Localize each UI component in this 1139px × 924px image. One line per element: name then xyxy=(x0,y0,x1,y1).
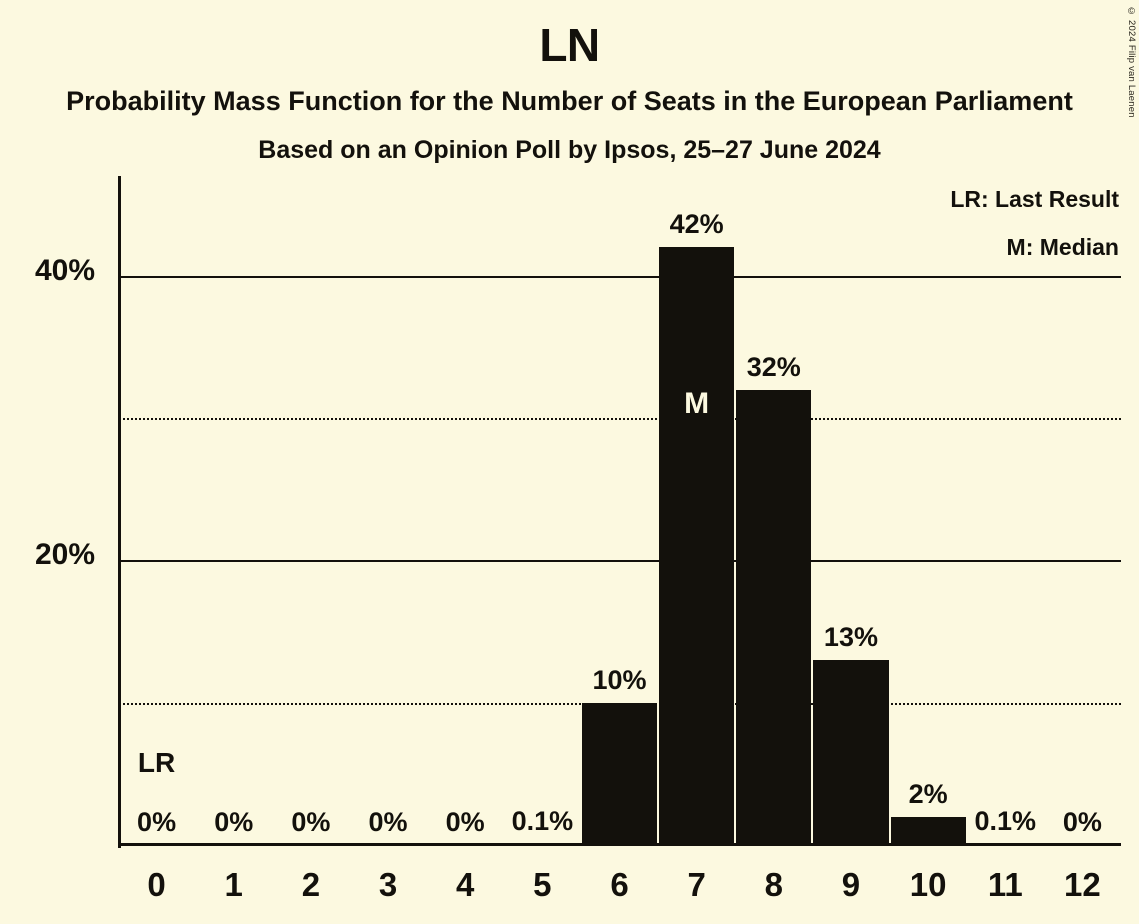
bar-value-label-3: 0% xyxy=(368,807,408,837)
legend-median: M: Median xyxy=(1006,234,1119,260)
bar-value-label-4: 0% xyxy=(445,807,485,837)
bar-seat-11 xyxy=(967,843,1043,845)
x-tick-label-5: 5 xyxy=(533,866,552,903)
bar-seat-7 xyxy=(659,247,735,845)
bar-value-label-12: 0% xyxy=(1062,807,1102,837)
bar-seat-5 xyxy=(504,843,580,845)
bar-value-label-0: 0% xyxy=(137,807,177,837)
bar-value-label-9: 13% xyxy=(823,621,878,652)
plot-area: 0% LR 0% 0% 0% 0% 0.1% 10% 42% M 32% 13% 2% 0.1% 0% xyxy=(118,176,1121,845)
gridline-30 xyxy=(118,417,1121,420)
y-tick-label-40: 40% xyxy=(34,253,95,287)
bar-value-label-10: 2% xyxy=(908,778,948,809)
page-title: LN xyxy=(539,19,600,71)
y-tick-label-20: 20% xyxy=(34,538,95,572)
bar-value-label-1: 0% xyxy=(214,807,254,837)
bar-seat-8 xyxy=(736,389,812,845)
y-axis-line xyxy=(118,176,121,848)
x-tick-label-2: 2 xyxy=(301,866,321,903)
bar-value-label-5: 0.1% xyxy=(511,805,574,836)
bar-value-label-6: 10% xyxy=(592,664,647,695)
last-result-marker: LR xyxy=(137,747,176,778)
gridline-40 xyxy=(118,275,1121,278)
x-tick-label-0: 0 xyxy=(147,866,166,903)
x-tick-label-7: 7 xyxy=(687,866,706,903)
bar-value-label-7: 42% xyxy=(669,209,724,240)
x-tick-label-9: 9 xyxy=(841,866,861,903)
x-tick-label-1: 1 xyxy=(224,866,243,903)
x-tick-label-12: 12 xyxy=(1064,866,1101,903)
chart-subtitle: Probability Mass Function for the Number… xyxy=(66,86,1073,116)
legend-last-result: LR: Last Result xyxy=(950,186,1119,212)
x-tick-label-11: 11 xyxy=(987,866,1023,903)
bar-value-label-11: 0.1% xyxy=(974,805,1037,836)
median-marker: M xyxy=(684,387,710,421)
chart-source-subtitle: Based on an Opinion Poll by Ipsos, 25–27… xyxy=(258,136,881,164)
x-tick-label-4: 4 xyxy=(456,866,475,903)
bar-seat-6 xyxy=(581,702,658,845)
x-tick-label-3: 3 xyxy=(378,866,398,903)
bar-seat-9 xyxy=(813,659,889,845)
x-tick-label-10: 10 xyxy=(909,866,947,903)
copyright-notice: © 2024 Filip van Laenen xyxy=(1126,6,1137,118)
gridline-20 xyxy=(118,560,1121,563)
x-tick-label-6: 6 xyxy=(610,866,629,903)
bar-seat-10 xyxy=(890,816,966,845)
bar-value-label-2: 0% xyxy=(291,807,331,837)
bar-value-label-8: 32% xyxy=(746,351,801,382)
x-tick-label-8: 8 xyxy=(764,866,783,903)
